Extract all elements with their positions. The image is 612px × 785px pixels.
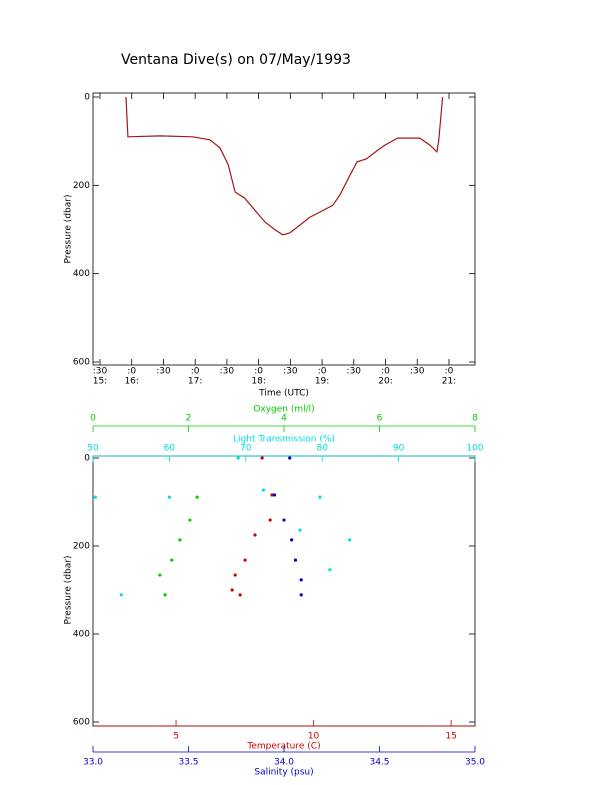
x-tick-label: :30 <box>93 367 108 377</box>
point <box>238 593 242 597</box>
x-tick-label: 8 <box>472 414 478 424</box>
point <box>93 495 97 499</box>
point <box>282 518 286 522</box>
point <box>299 593 303 597</box>
y-tick-label: 600 <box>73 718 90 728</box>
x-tick-label: :30 <box>220 367 235 377</box>
point <box>233 573 237 577</box>
point <box>298 528 302 532</box>
x-hour-label: 15: <box>93 377 107 387</box>
x-tick-label: :30 <box>156 367 171 377</box>
point <box>260 456 264 460</box>
x-axis-label: Temperature (C) <box>246 742 320 752</box>
point <box>230 588 234 592</box>
line <box>125 96 444 236</box>
point <box>243 558 247 562</box>
x-tick-label: 5 <box>173 732 179 742</box>
point <box>119 593 123 597</box>
x-tick-label: :0 <box>127 367 136 377</box>
y-axis-label: Pressure (dbar) <box>64 195 74 264</box>
x-hour-label: 18: <box>251 377 265 387</box>
x-tick-label: 4 <box>281 414 287 424</box>
y-tick-label: 400 <box>73 630 90 640</box>
x-axis-label: Oxygen (ml/l) <box>253 405 314 415</box>
point <box>299 578 303 582</box>
x-tick-label: 33.5 <box>178 758 198 768</box>
point <box>272 493 277 497</box>
y-tick-label: 200 <box>73 542 90 552</box>
y-axis-label: Pressure (dbar) <box>64 556 74 625</box>
point <box>268 518 272 522</box>
plot-frame <box>92 455 476 727</box>
x-tick-label: 34.5 <box>369 758 389 768</box>
point <box>195 495 199 499</box>
point <box>163 593 167 597</box>
x-tick-label: 6 <box>377 414 383 424</box>
point <box>170 558 174 562</box>
x-axis-label: Salinity (psu) <box>254 768 313 778</box>
x-tick-label: 0 <box>90 414 96 424</box>
x-tick-label: 33.0 <box>83 758 103 768</box>
y-tick-label: 200 <box>73 181 90 191</box>
x-tick-label: 35.0 <box>465 758 485 768</box>
x-tick-label: :0 <box>254 367 263 377</box>
x-tick-label: 50 <box>87 444 99 454</box>
point <box>288 456 292 460</box>
plot-frame <box>92 92 476 366</box>
x-tick-label: :30 <box>283 367 298 377</box>
point <box>270 493 274 497</box>
x-hour-label: 17: <box>188 377 202 387</box>
point <box>348 538 352 542</box>
x-tick-label: 80 <box>316 444 328 454</box>
point <box>318 495 322 499</box>
x-axis-label: Time (UTC) <box>258 389 309 399</box>
x-hour-label: 21: <box>442 377 456 387</box>
point <box>167 495 171 499</box>
point <box>293 558 298 562</box>
x-tick-label: 15 <box>445 732 456 742</box>
y-tick-label: 0 <box>84 454 90 464</box>
y-tick-label: 600 <box>73 358 90 368</box>
point <box>290 538 294 542</box>
x-hour-label: 20: <box>378 377 392 387</box>
x-tick-label: 70 <box>240 444 252 454</box>
point <box>328 568 332 572</box>
x-hour-label: 16: <box>124 377 138 387</box>
x-tick-label: :0 <box>445 367 454 377</box>
x-axis-label: Light Transmission (%) <box>233 435 335 445</box>
point <box>188 518 192 522</box>
x-tick-label: 90 <box>393 444 405 454</box>
point <box>178 538 182 542</box>
x-tick-label: 2 <box>186 414 192 424</box>
x-tick-label: 60 <box>164 444 176 454</box>
x-tick-label: :0 <box>318 367 327 377</box>
x-tick-label: 100 <box>466 444 483 454</box>
x-tick-label: 10 <box>308 732 320 742</box>
point <box>253 533 257 537</box>
x-tick-label: :0 <box>381 367 390 377</box>
x-hour-label: 19: <box>315 377 329 387</box>
chart-title: Ventana Dive(s) on 07/May/1993 <box>121 52 351 68</box>
y-tick-label: 400 <box>73 269 90 279</box>
x-tick-label: :0 <box>191 367 200 377</box>
y-tick-label: 0 <box>84 93 90 103</box>
point <box>261 488 265 492</box>
x-tick-label: 34.0 <box>274 758 294 768</box>
x-tick-label: :30 <box>347 367 362 377</box>
point <box>236 456 240 460</box>
x-tick-label: :30 <box>410 367 425 377</box>
point <box>158 573 162 577</box>
